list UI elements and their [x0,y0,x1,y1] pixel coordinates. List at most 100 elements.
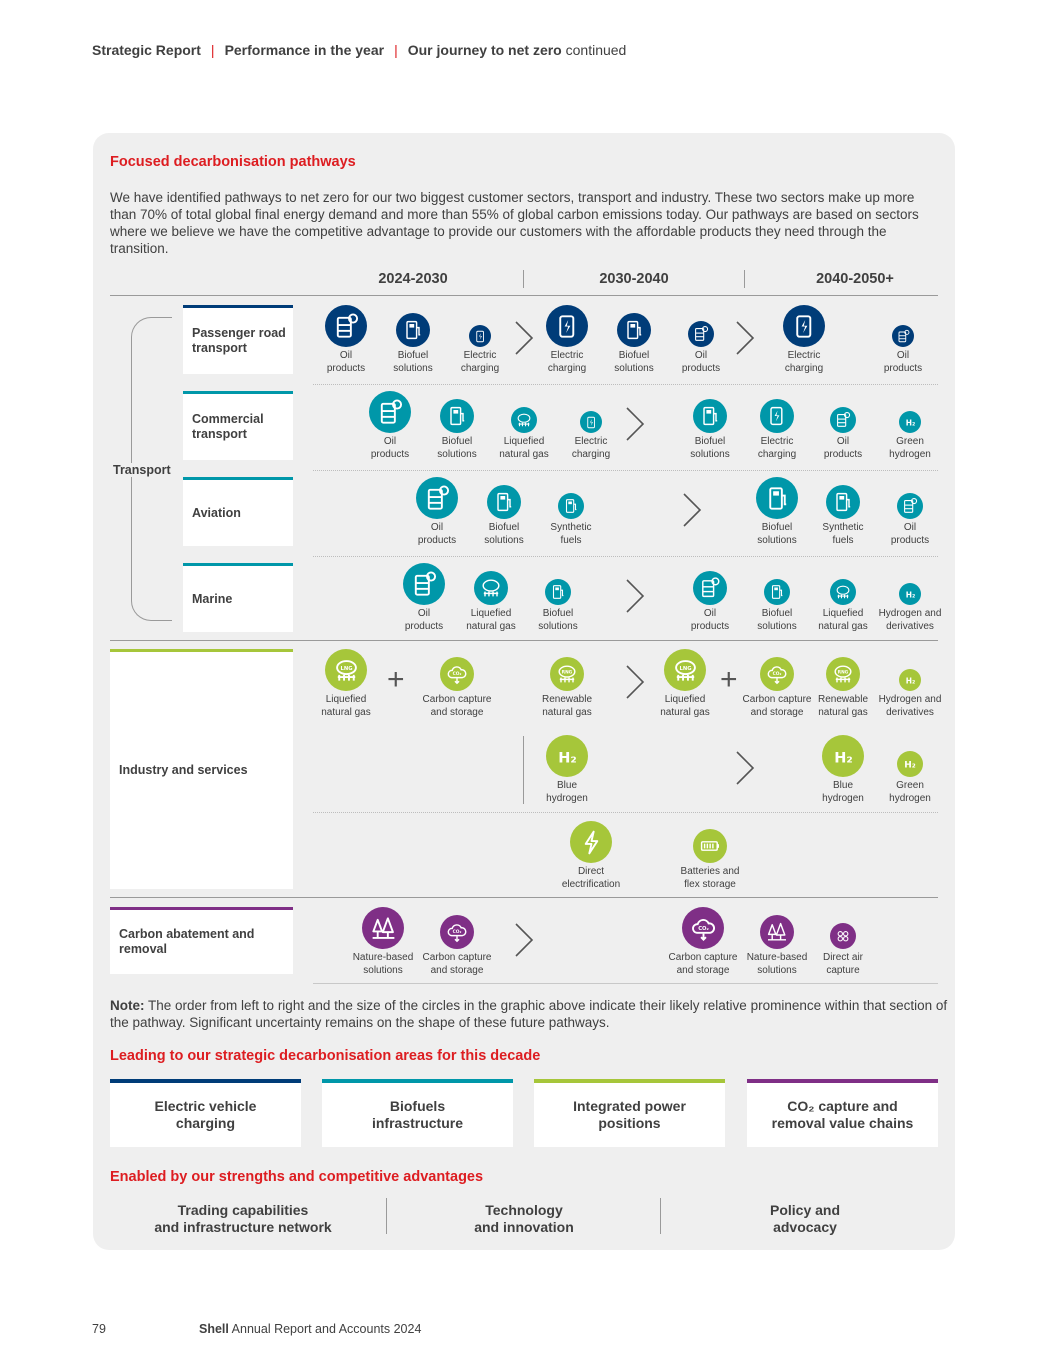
pathway-item-label: Biofuel [488,522,520,533]
divider [110,295,938,296]
pathway-item-label: Synthetic [822,522,864,533]
svg-text:H₂: H₂ [905,676,915,685]
pathway-item-label: and storage [750,707,804,718]
breadcrumb-item[interactable]: Performance in the year [224,42,385,58]
pathway-item-label: products [417,535,457,546]
divider [523,270,524,288]
lng-tank-icon [830,579,856,605]
fuel-pump-icon [440,399,474,433]
pathway-item: Biofuel solutions [673,399,747,461]
pathway-item-label: Carbon capture [668,952,738,963]
divider [523,736,524,804]
footer-title: Shell Annual Report and Accounts 2024 [199,1322,421,1336]
oil-drum-icon [416,477,458,519]
pathway-item-label: products [681,363,721,374]
pathway-item-label: Direct air [822,952,863,963]
chevron-right-icon [626,665,645,699]
svg-text:CO₂: CO₂ [698,925,709,931]
pathway-item-label: products [823,449,863,460]
pathway-item: Oil products [353,391,427,461]
pathway-item: Oil products [400,477,474,547]
pathway-item-label: Renewable [541,694,593,705]
pathway-item: CO₂ Carbon capture and storage [666,907,740,977]
pathway-item-label: natural gas [818,621,868,632]
pathway-item-label: solutions [437,449,477,460]
area-label: infrastructure [371,1115,464,1131]
pathway-item-label: capture [826,965,860,976]
svg-text:RNG: RNG [838,669,849,675]
plus-icon: + [387,663,405,696]
oil-drum-icon [369,391,411,433]
pathway-item-label: hydrogen [889,793,931,804]
pathway-item: H₂ Green hydrogen [873,751,947,805]
air-capture-icon [830,923,856,949]
pathway-item-label: solutions [757,621,797,632]
breadcrumb-item[interactable]: Strategic Report [92,42,201,58]
pathway-item-label: solutions [757,965,797,976]
note-text: The order from left to right and the siz… [110,998,948,1030]
pathway-item: CO₂ Carbon capture and storage [420,657,494,719]
sector-passenger: Passenger road transport [183,308,293,374]
pathway-item-label: Electric [760,436,794,447]
footer-report: Annual Report and Accounts 2024 [231,1322,422,1336]
pathway-item: RNG Renewable natural gas [806,657,880,719]
pathway-item-label: charging [757,449,797,460]
areas-title: Leading to our strategic decarbonisation… [110,1048,541,1064]
strength-label: Trading capabilities [177,1202,309,1218]
breadcrumb-separator: | [210,42,215,58]
row-divider [313,812,938,813]
svg-text:H₂: H₂ [905,418,915,427]
oil-drum-icon [403,563,445,605]
breadcrumb-item[interactable]: Our journey to net zero [407,42,562,58]
pathway-item-label: charging [571,449,611,460]
pathway-item: Synthetic fuels [534,493,608,547]
pathway-item: Nature-based solutions [346,907,420,977]
oil-drum-icon [688,321,714,347]
period-header: 2030-2040 [599,271,669,287]
fuel-pump-icon [545,579,571,605]
pathway-item-label: Biofuel [542,608,574,619]
trees-icon [760,915,794,949]
pathway-item: Direct electrification [554,821,628,891]
hydrogen-icon: H₂ [822,735,864,777]
pathway-item-label: hydrogen [889,449,931,460]
area-integrated-power: Integrated power positions [534,1079,725,1147]
pathway-item: Liquefied natural gas [454,571,528,633]
pathway-item: H₂ Blue hydrogen [530,735,604,805]
pathway-item-label: Biofuel [694,436,726,447]
area-label: charging [175,1115,236,1131]
pathway-item: H₂ Hydrogen and derivatives [873,669,947,719]
period-header: 2024-2030 [378,271,448,287]
divider [110,640,938,641]
chevron-right-icon [736,751,755,785]
pathway-item-label: electrification [561,879,621,890]
co2-cloud-icon: CO₂ [682,907,724,949]
pathway-item: Electric charging [740,399,814,461]
area-ev-charging: Electric vehicle charging [110,1079,301,1147]
co2-cloud-icon: CO₂ [440,915,474,949]
sector-industry: Industry and services [110,652,293,889]
pathway-item-label: Carbon capture [422,952,492,963]
pathway-item-label: Green [896,436,924,447]
pathway-item-label: and storage [676,965,730,976]
pathway-item-label: fuels [560,535,582,546]
fuel-pump-icon [558,493,584,519]
pathway-item-label: Oil [383,436,397,447]
transport-label: Transport [113,463,171,477]
pathway-item: Oil products [664,321,738,375]
svg-text:LNG: LNG [679,665,691,671]
pathway-item: Oil products [387,563,461,633]
sector-accent-bar [110,907,293,910]
area-label: CO₂ capture and [787,1098,898,1114]
pathway-item: Direct air capture [806,923,880,977]
divider [386,1198,387,1234]
divider [110,897,938,898]
pathway-item-label: Biofuel [761,522,793,533]
hydrogen-icon: H₂ [897,751,923,777]
pathway-item: Biofuel solutions [740,477,814,547]
pathway-item: Nature-based solutions [740,915,814,977]
pathway-item-label: products [890,535,930,546]
pathway-item-label: Renewable [817,694,869,705]
co2-cloud-icon: CO₂ [440,657,474,691]
sector-carbon: Carbon abatement and removal [110,910,293,974]
